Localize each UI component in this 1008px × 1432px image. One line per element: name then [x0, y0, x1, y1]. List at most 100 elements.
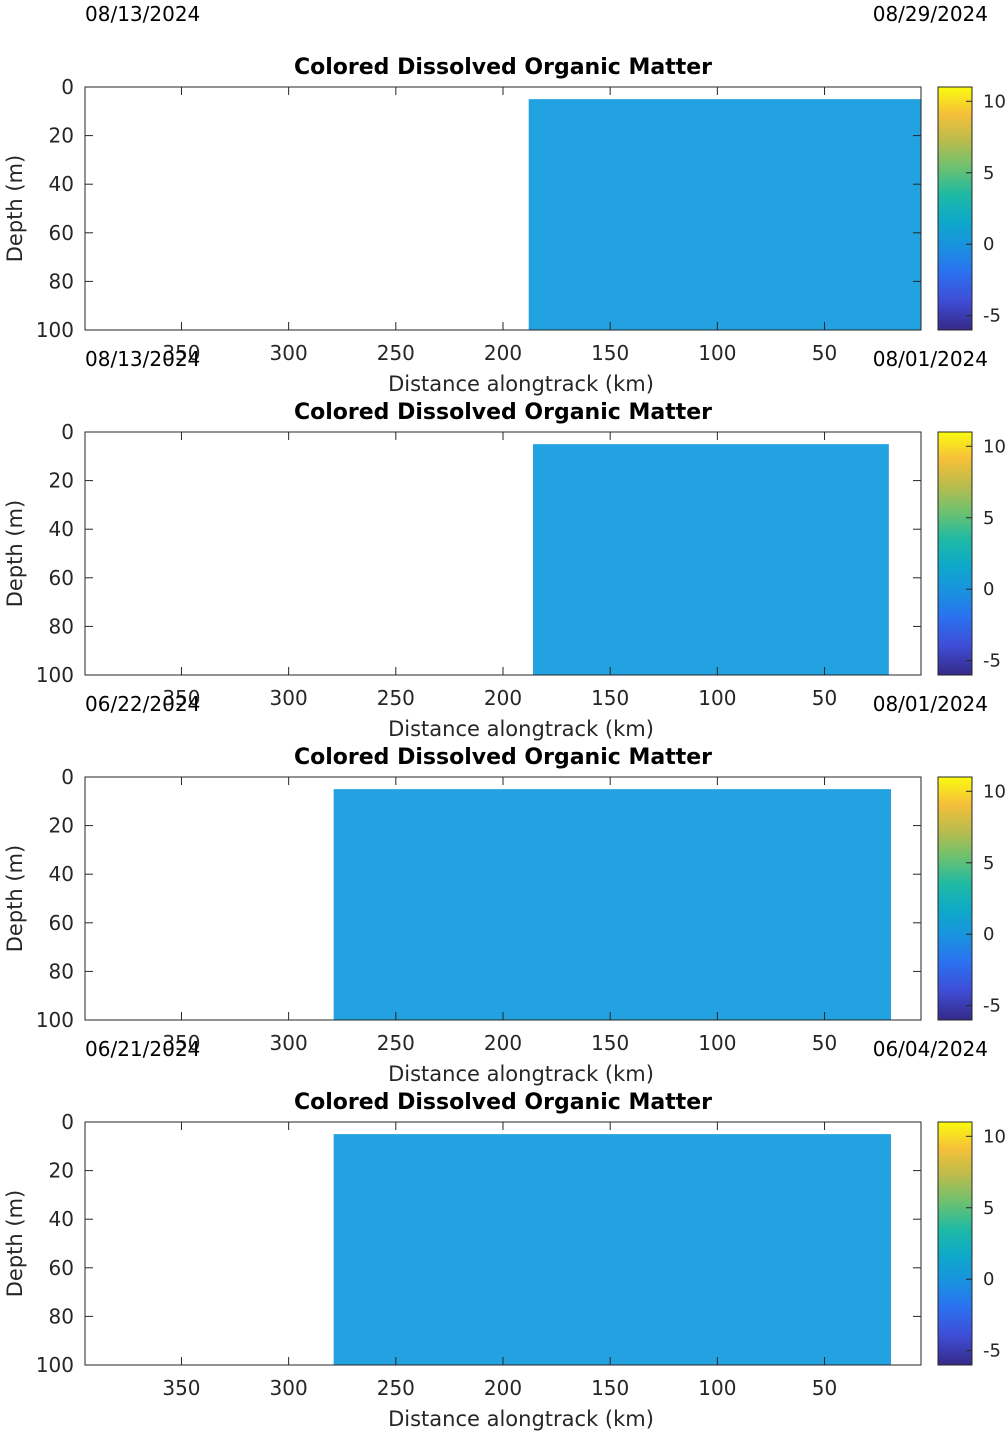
cdom-panel-2: 08/13/2024 08/01/2024 Colored Dissolved Or… [3, 347, 1006, 741]
colorbar-tick-label: 10 [983, 1126, 1006, 1147]
chart-title: Colored Dissolved Organic Matter [294, 745, 712, 770]
colorbar-tick-label: 0 [983, 579, 994, 600]
date-right-label: 06/04/2024 [873, 1037, 988, 1061]
y-tick-label: 100 [36, 663, 74, 687]
x-tick-label: 350 [162, 686, 200, 710]
y-tick-label: 0 [61, 765, 74, 789]
cdom-panel-4: 06/21/2024 06/04/2024 Colored Dissolved Or… [3, 1037, 1006, 1431]
x-tick-label: 200 [484, 341, 522, 365]
colorbar-tick-label: 0 [983, 234, 994, 255]
y-tick-label: 80 [49, 1304, 74, 1328]
date-left-label: 08/13/2024 [85, 2, 200, 26]
x-axis-label: Distance alongtrack (km) [388, 1407, 654, 1431]
y-tick-label: 100 [36, 1008, 74, 1032]
chart-title: Colored Dissolved Organic Matter [294, 1090, 712, 1115]
x-tick-label: 50 [812, 341, 837, 365]
x-tick-label: 150 [591, 341, 629, 365]
x-tick-label: 350 [162, 341, 200, 365]
date-right-label: 08/01/2024 [873, 347, 988, 371]
x-tick-label: 250 [377, 1376, 415, 1400]
x-tick-label: 250 [377, 686, 415, 710]
colorbar [937, 1121, 973, 1366]
x-tick-label: 150 [591, 1376, 629, 1400]
colorbar-tick-label: 10 [983, 781, 1006, 802]
y-axis-label: Depth (m) [3, 155, 27, 262]
cdom-data-region [533, 444, 889, 675]
x-tick-label: 200 [484, 686, 522, 710]
cdom-data-region [333, 789, 891, 1020]
date-right-label: 08/29/2024 [873, 2, 988, 26]
x-tick-label: 250 [377, 1031, 415, 1055]
colorbar-tick-label: 5 [983, 853, 994, 874]
x-tick-label: 300 [270, 1376, 308, 1400]
x-tick-label: 50 [812, 686, 837, 710]
x-tick-label: 150 [591, 686, 629, 710]
cdom-data-region [333, 1134, 891, 1365]
date-right-label: 08/01/2024 [873, 692, 988, 716]
y-tick-label: 80 [49, 614, 74, 638]
x-tick-label: 100 [698, 1376, 736, 1400]
x-tick-label: 200 [484, 1031, 522, 1055]
colorbar-tick-label: 0 [983, 924, 994, 945]
x-tick-label: 50 [812, 1031, 837, 1055]
y-tick-label: 60 [49, 566, 74, 590]
colorbar [937, 431, 973, 676]
y-tick-label: 40 [49, 1207, 74, 1231]
y-tick-label: 20 [49, 469, 74, 493]
y-axis-label: Depth (m) [3, 500, 27, 607]
x-tick-label: 350 [162, 1376, 200, 1400]
y-axis-label: Depth (m) [3, 845, 27, 952]
x-tick-label: 300 [270, 1031, 308, 1055]
y-tick-label: 20 [49, 124, 74, 148]
cdom-data-region [528, 99, 921, 331]
x-tick-label: 50 [812, 1376, 837, 1400]
x-tick-label: 250 [377, 341, 415, 365]
colorbar-tick-label: -5 [983, 651, 1001, 672]
chart-title: Colored Dissolved Organic Matter [294, 400, 712, 425]
y-tick-label: 20 [49, 814, 74, 838]
cdom-panel-3: 06/22/2024 08/01/2024 Colored Dissolved Or… [3, 692, 1006, 1086]
x-tick-label: 200 [484, 1376, 522, 1400]
chart-title: Colored Dissolved Organic Matter [294, 55, 712, 80]
x-tick-label: 350 [162, 1031, 200, 1055]
x-axis-label: Distance alongtrack (km) [388, 717, 654, 741]
x-axis-label: Distance alongtrack (km) [388, 1062, 654, 1086]
colorbar-tick-label: 5 [983, 163, 994, 184]
colorbar-tick-label: -5 [983, 1341, 1001, 1362]
x-axis-label: Distance alongtrack (km) [388, 372, 654, 396]
colorbar [937, 776, 973, 1021]
y-tick-label: 0 [61, 1110, 74, 1134]
x-tick-label: 300 [270, 341, 308, 365]
y-tick-label: 60 [49, 221, 74, 245]
date-left-label: 08/13/2024 [85, 347, 200, 371]
y-tick-label: 20 [49, 1159, 74, 1183]
y-tick-label: 40 [49, 517, 74, 541]
colorbar-tick-label: 5 [983, 1198, 994, 1219]
y-tick-label: 40 [49, 862, 74, 886]
x-tick-label: 100 [698, 341, 736, 365]
y-tick-label: 60 [49, 911, 74, 935]
y-tick-label: 0 [61, 75, 74, 99]
x-tick-label: 100 [698, 1031, 736, 1055]
colorbar-tick-label: 10 [983, 91, 1006, 112]
y-axis-label: Depth (m) [3, 1190, 27, 1297]
y-tick-label: 80 [49, 269, 74, 293]
cdom-panel-1: 08/13/2024 08/29/2024 Colored Dissolved Or… [3, 2, 1006, 396]
y-tick-label: 60 [49, 1256, 74, 1280]
y-tick-label: 100 [36, 318, 74, 342]
colorbar-tick-label: -5 [983, 996, 1001, 1017]
y-tick-label: 0 [61, 420, 74, 444]
x-tick-label: 100 [698, 686, 736, 710]
y-tick-label: 40 [49, 172, 74, 196]
y-tick-label: 80 [49, 959, 74, 983]
colorbar [937, 86, 973, 331]
y-tick-label: 100 [36, 1353, 74, 1377]
colorbar-tick-label: 10 [983, 436, 1006, 457]
date-left-label: 06/22/2024 [85, 692, 200, 716]
date-left-label: 06/21/2024 [85, 1037, 200, 1061]
colorbar-tick-label: 5 [983, 508, 994, 529]
colorbar-tick-label: -5 [983, 306, 1001, 327]
x-tick-label: 150 [591, 1031, 629, 1055]
colorbar-tick-label: 0 [983, 1269, 994, 1290]
